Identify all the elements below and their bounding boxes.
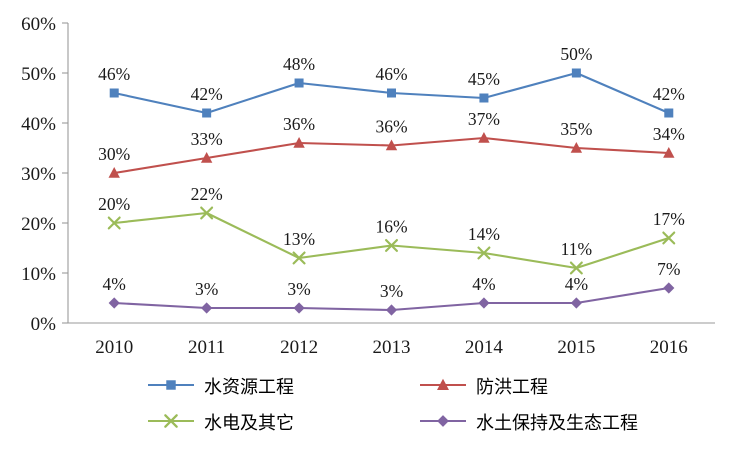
x-axis-tick-label: 2015	[557, 337, 595, 358]
data-label: 3%	[287, 279, 310, 299]
triangle-marker-icon	[108, 167, 120, 178]
legend-item[interactable]: 水资源工程	[148, 377, 294, 398]
diamond-marker-icon	[570, 297, 582, 309]
data-label: 20%	[98, 194, 130, 214]
diamond-marker-icon	[293, 302, 305, 314]
data-label: 48%	[283, 54, 315, 74]
triangle-marker-icon	[663, 147, 675, 158]
legend-item-label: 水土保持及生态工程	[476, 413, 638, 434]
data-label: 46%	[375, 64, 407, 84]
x-axis-tick-label: 2016	[650, 337, 688, 358]
legend-item-label: 水资源工程	[204, 377, 294, 398]
data-label: 45%	[468, 69, 500, 89]
data-label: 22%	[191, 184, 223, 204]
x-axis-tick-label: 2014	[465, 337, 504, 358]
square-marker-icon	[479, 93, 489, 103]
legend-item[interactable]: 防洪工程	[420, 377, 548, 398]
x-axis: 2010 2011 2012 2013 2014 2015 2016	[68, 322, 715, 358]
x-marker-icon	[477, 246, 491, 260]
triangle-marker-icon	[570, 142, 583, 153]
series-diamond	[108, 282, 675, 316]
x-axis-tick-label: 2011	[188, 337, 225, 358]
data-label: 3%	[195, 279, 218, 299]
data-label: 42%	[653, 84, 685, 104]
y-axis-tick-label: 40%	[21, 114, 56, 135]
y-axis-tick-label: 50%	[21, 64, 56, 85]
data-label: 17%	[653, 209, 685, 229]
triangle-marker-icon	[293, 137, 305, 148]
triangle-marker-icon	[478, 132, 490, 143]
x-marker-icon	[662, 231, 676, 245]
diamond-marker-icon	[663, 282, 675, 294]
data-label: 4%	[103, 274, 126, 294]
legend-item-label: 防洪工程	[476, 377, 548, 398]
series-layer	[107, 68, 676, 316]
y-axis-tick-label: 30%	[21, 164, 56, 185]
square-marker-icon	[664, 108, 674, 118]
data-label: 46%	[98, 64, 130, 84]
diamond-marker-icon	[108, 297, 120, 309]
x-marker-icon	[385, 239, 398, 252]
series-square	[109, 68, 674, 118]
square-marker-icon	[387, 88, 396, 98]
data-label: 33%	[191, 129, 223, 149]
data-label: 35%	[560, 119, 592, 139]
data-label: 34%	[653, 124, 685, 144]
y-axis-tick-label: 20%	[21, 214, 56, 235]
x-marker-icon	[569, 261, 583, 275]
data-label: 30%	[98, 144, 130, 164]
triangle-marker-icon	[437, 378, 449, 391]
diamond-marker-icon	[437, 415, 449, 427]
x-axis-tick-label: 2010	[95, 337, 133, 358]
y-axis: 0% 10% 20% 30% 40% 50% 60%	[21, 14, 69, 335]
data-label: 50%	[560, 44, 592, 64]
data-label: 4%	[565, 274, 588, 294]
legend-item[interactable]: 水电及其它	[148, 413, 294, 434]
data-label: 36%	[375, 117, 407, 137]
data-label: 7%	[657, 259, 680, 279]
data-label: 4%	[472, 274, 495, 294]
data-label: 13%	[283, 229, 315, 249]
square-marker-icon	[294, 78, 304, 88]
data-label: 11%	[561, 239, 592, 259]
x-marker-icon	[200, 206, 214, 220]
data-label: 14%	[468, 224, 500, 244]
data-label: 36%	[283, 114, 315, 134]
square-marker-icon	[109, 88, 119, 98]
x-axis-tick-label: 2013	[373, 337, 411, 358]
x-marker-icon	[292, 251, 306, 265]
triangle-marker-icon	[385, 139, 398, 151]
square-marker-icon	[571, 68, 581, 78]
square-marker-icon	[166, 380, 176, 390]
legend-item-label: 水电及其它	[204, 413, 294, 434]
y-axis-tick-label: 10%	[21, 264, 56, 285]
diamond-marker-icon	[201, 302, 213, 314]
x-axis-tick-label: 2012	[280, 337, 318, 358]
data-labels-layer: 46% 42% 48% 46% 45% 50% 42% 30% 33% 36% 36% 37% 35% 3…	[98, 44, 685, 301]
legend-item[interactable]: 水土保持及生态工程	[420, 413, 638, 434]
data-label: 3%	[380, 281, 403, 301]
diamond-marker-icon	[385, 304, 398, 316]
series-triangle	[108, 132, 675, 178]
diamond-marker-icon	[478, 297, 490, 309]
x-marker-icon	[107, 216, 121, 230]
series-x	[107, 206, 676, 275]
data-label: 42%	[191, 84, 223, 104]
triangle-marker-icon	[200, 152, 213, 163]
data-label: 16%	[375, 217, 407, 237]
data-label: 37%	[468, 109, 500, 129]
y-axis-tick-label: 0%	[31, 314, 57, 335]
y-axis-tick-label: 60%	[21, 14, 56, 35]
x-marker-icon	[164, 414, 178, 428]
square-marker-icon	[202, 108, 212, 118]
